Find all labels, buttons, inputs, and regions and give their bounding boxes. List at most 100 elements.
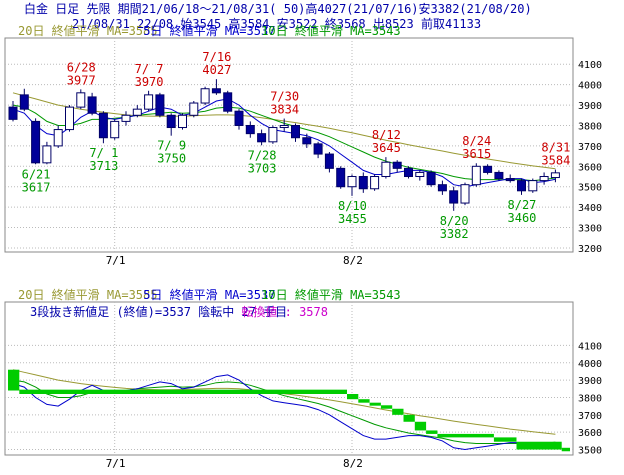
sanpo-panel-y-tick-label: 4100	[578, 341, 602, 352]
sanpo-panel-y-tick-label: 3700	[578, 411, 602, 422]
sanpo-panel-y-tick-label: 3500	[578, 446, 602, 457]
low-peak-value: 3460	[508, 211, 537, 225]
sanpo-bar	[437, 433, 494, 438]
candle-body	[200, 88, 210, 104]
low-peak-value: 3713	[89, 159, 118, 173]
sanpo-bar	[493, 437, 517, 442]
candle-body	[110, 120, 120, 139]
low-peak-date: 7/ 9	[157, 139, 186, 153]
price-panel-legend-entry: 5日 終値平滑 MA=3537	[143, 23, 275, 38]
price-panel-y-tick-label: 3900	[578, 101, 602, 112]
high-peak-date: 6/28	[67, 60, 96, 74]
price-panel-y-tick-label: 3200	[578, 244, 602, 255]
candle-body	[65, 106, 74, 131]
candle-body	[19, 94, 29, 110]
candle-body	[539, 176, 549, 182]
price-panel-y-tick-label: 4100	[578, 60, 602, 71]
candle-body	[211, 88, 221, 94]
candle-body	[460, 184, 470, 204]
sanpo-panel-x-tick-label: 8/2	[343, 457, 363, 470]
sanpo-panel-y-tick-label: 3800	[578, 393, 602, 404]
candle-body	[189, 102, 199, 116]
sanpo-panel-legend-entry: 10日 終値平滑 MA=3543	[261, 287, 400, 302]
sanpo-ma5-line	[12, 374, 556, 451]
candle-body	[42, 145, 52, 164]
sanpo-bar	[403, 414, 415, 422]
candle-body	[392, 161, 402, 169]
candle-body	[381, 161, 391, 178]
candle-body	[31, 120, 41, 164]
low-peak-value: 3382	[440, 227, 469, 241]
sanpo-panel-legend-entry: 5日 終値平滑 MA=3537	[143, 287, 275, 302]
low-peak-date: 6/21	[22, 167, 51, 181]
candle-body	[426, 171, 436, 186]
sanpo-bar	[347, 394, 359, 400]
sanpo-bar	[516, 441, 562, 450]
candle-body	[324, 153, 334, 169]
candle-body	[53, 129, 63, 147]
candle-body	[336, 167, 346, 188]
high-peak-date: 8/24	[462, 134, 491, 148]
candle-body	[528, 180, 538, 192]
candle-body	[404, 167, 413, 178]
high-peak-value: 3834	[270, 103, 299, 117]
price-panel-y-tick-label: 3600	[578, 162, 602, 173]
low-peak-value: 3750	[157, 152, 186, 166]
sanpo-panel-y-tick-label: 3900	[578, 376, 602, 387]
high-peak-date: 7/16	[202, 50, 231, 64]
candle-body	[8, 106, 18, 120]
candle-body	[483, 165, 493, 173]
price-panel-y-tick-label: 3700	[578, 142, 602, 153]
candle-body	[121, 114, 131, 122]
price-panel-frame	[4, 37, 574, 253]
candle-body	[505, 178, 515, 182]
sanpo-bar	[392, 408, 404, 415]
sanpo-panel-x-tick-label: 7/1	[106, 457, 126, 470]
candle-body	[313, 143, 323, 155]
sanpo-ma20-line	[12, 369, 556, 435]
candle-body	[517, 180, 526, 192]
low-peak-date: 8/20	[440, 214, 469, 228]
sanpo-conversion: 転換値 : 3578	[241, 304, 328, 319]
header-line-1: 白金 日足 先限 期間21/06/18～21/08/31( 50)高4027(2…	[24, 2, 532, 16]
candle-body	[257, 133, 267, 143]
price-panel-x-tick-label: 8/2	[343, 254, 363, 267]
high-peak-value: 3615	[462, 147, 491, 161]
chart-header: 白金 日足 先限 期間21/06/18～21/08/31( 50)高4027(2…	[0, 0, 624, 35]
sanpo-bar	[380, 405, 393, 409]
low-peak-date: 8/10	[338, 199, 367, 213]
sanpo-bar	[8, 369, 20, 391]
sanpo-bar	[426, 430, 438, 434]
candle-body	[144, 94, 154, 110]
candle-body	[415, 171, 425, 178]
candle-body	[494, 171, 504, 180]
sanpo-bar	[19, 389, 348, 394]
price-panel-y-tick-label: 4000	[578, 81, 602, 92]
sanpo-info: 3段抜き新値足 (終値)=3537 陰転中 27 手目	[30, 304, 287, 319]
candle-body	[302, 137, 312, 145]
header-line-2: 21/08/31 22/08 始3545 高3584 安3522 終3568 出…	[72, 17, 482, 31]
price-panel-legend-entry: 20日 終値平滑 MA=3585	[18, 23, 157, 38]
candle-body	[347, 176, 357, 188]
high-peak-date: 7/30	[270, 90, 299, 104]
candle-body	[245, 124, 255, 135]
candle-body	[178, 114, 187, 129]
sanpo-bar	[414, 421, 427, 431]
high-peak-value: 3645	[372, 141, 401, 155]
low-peak-value: 3617	[22, 180, 51, 194]
high-peak-value: 3584	[541, 154, 570, 168]
sanpo-panel-legend-entry: 20日 終値平滑 MA=3585	[18, 287, 157, 302]
sanpo-bar	[561, 447, 570, 452]
price-panel-y-tick-label: 3300	[578, 224, 602, 235]
price-panel-y-tick-label: 3400	[578, 203, 602, 214]
candle-body	[471, 165, 481, 186]
candle-body	[87, 96, 97, 114]
price-panel-y-tick-label: 3500	[578, 183, 602, 194]
price-panel-x-tick-label: 7/1	[106, 254, 126, 267]
low-peak-date: 8/27	[508, 198, 537, 212]
candle-body	[279, 124, 289, 129]
sanpo-panel-frame	[4, 301, 574, 456]
candle-body	[166, 114, 176, 129]
candle-body	[234, 110, 244, 126]
